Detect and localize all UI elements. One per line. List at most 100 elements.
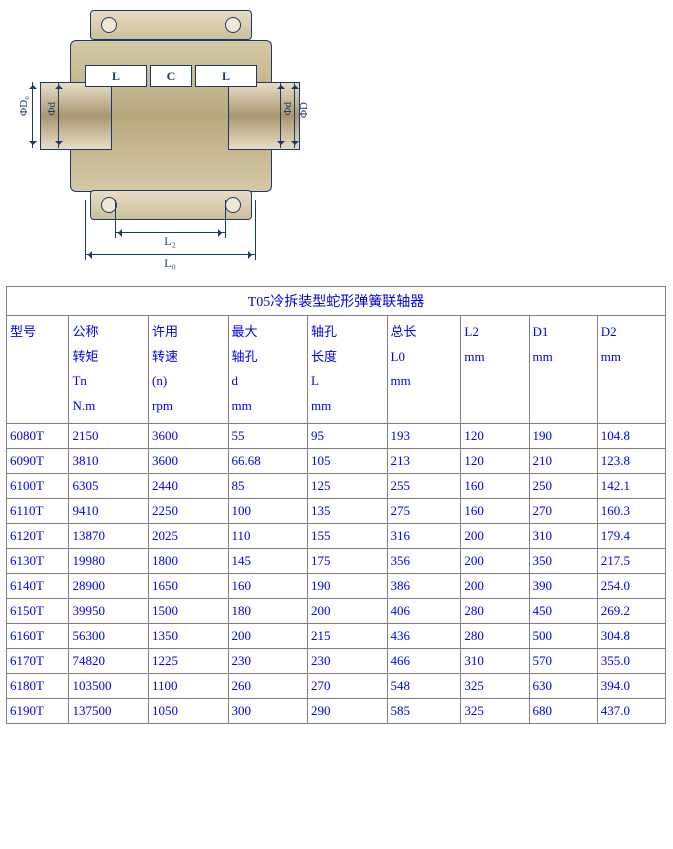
col-L2: L2mm [461, 316, 529, 424]
table-cell: 310 [529, 523, 597, 548]
table-cell: 105 [308, 448, 388, 473]
col-model: 型号 [7, 316, 69, 424]
table-cell: 2250 [149, 498, 229, 523]
table-cell: 325 [461, 673, 529, 698]
table-cell: 230 [228, 648, 308, 673]
table-row: 6140T289001650160190386200390254.0 [7, 573, 666, 598]
table-cell: 160 [461, 473, 529, 498]
table-cell: 200 [461, 548, 529, 573]
table-cell: 1050 [149, 698, 229, 723]
table-cell: 3600 [149, 448, 229, 473]
table-cell: 66.68 [228, 448, 308, 473]
table-cell: 270 [308, 673, 388, 698]
table-cell: 304.8 [597, 623, 665, 648]
table-cell: 6110T [7, 498, 69, 523]
table-cell: 200 [461, 573, 529, 598]
table-cell: 110 [228, 523, 308, 548]
table-cell: 406 [387, 598, 461, 623]
table-cell: 350 [529, 548, 597, 573]
col-L: 轴孔长度Lmm [308, 316, 388, 424]
table-cell: 190 [529, 423, 597, 448]
table-cell: 310 [461, 648, 529, 673]
table-cell: 255 [387, 473, 461, 498]
table-cell: 386 [387, 573, 461, 598]
table-cell: 269.2 [597, 598, 665, 623]
table-cell: 1650 [149, 573, 229, 598]
table-cell: 175 [308, 548, 388, 573]
table-cell: 213 [387, 448, 461, 473]
table-cell: 6180T [7, 673, 69, 698]
dim-label-d-right: Φd [282, 102, 294, 116]
col-d: 最大轴孔dmm [228, 316, 308, 424]
table-cell: 6190T [7, 698, 69, 723]
table-cell: 193 [387, 423, 461, 448]
table-cell: 300 [228, 698, 308, 723]
col-D1: D1mm [529, 316, 597, 424]
dim-label-D0: ΦD₀ [18, 96, 30, 116]
table-cell: 135 [308, 498, 388, 523]
table-cell: 325 [461, 698, 529, 723]
table-row: 6190T1375001050300290585325680437.0 [7, 698, 666, 723]
dim-label: L [196, 66, 256, 86]
table-row: 6180T1035001100260270548325630394.0 [7, 673, 666, 698]
table-cell: 390 [529, 573, 597, 598]
table-cell: 9410 [69, 498, 149, 523]
table-cell: 6100T [7, 473, 69, 498]
table-row: 6100T6305244085125255160250142.1 [7, 473, 666, 498]
table-row: 6160T563001350200215436280500304.8 [7, 623, 666, 648]
table-title: T05冷拆装型蛇形弹簧联轴器 [7, 287, 666, 316]
table-cell: 450 [529, 598, 597, 623]
table-cell: 74820 [69, 648, 149, 673]
table-cell: 6140T [7, 573, 69, 598]
table-cell: 254.0 [597, 573, 665, 598]
table-title-row: T05冷拆装型蛇形弹簧联轴器 [7, 287, 666, 316]
table-cell: 179.4 [597, 523, 665, 548]
table-cell: 680 [529, 698, 597, 723]
dim-L-left: L [85, 65, 147, 87]
dim-label-L2: L₂ [164, 234, 176, 249]
col-L0: 总长L0mm [387, 316, 461, 424]
shaft-right [228, 82, 300, 150]
table-cell: 13870 [69, 523, 149, 548]
col-D2: D2mm [597, 316, 665, 424]
table-cell: 120 [461, 448, 529, 473]
table-cell: 2440 [149, 473, 229, 498]
table-cell: 85 [228, 473, 308, 498]
table-cell: 215 [308, 623, 388, 648]
table-row: 6150T399501500180200406280450269.2 [7, 598, 666, 623]
dim-C: C [150, 65, 192, 87]
table-cell: 280 [461, 598, 529, 623]
table-cell: 6090T [7, 448, 69, 473]
table-cell: 466 [387, 648, 461, 673]
table-cell: 6150T [7, 598, 69, 623]
shaft-left [40, 82, 112, 150]
table-cell: 103500 [69, 673, 149, 698]
table-cell: 394.0 [597, 673, 665, 698]
table-cell: 155 [308, 523, 388, 548]
table-cell: 123.8 [597, 448, 665, 473]
dim-label-d-left: Φd [46, 102, 58, 116]
table-cell: 217.5 [597, 548, 665, 573]
table-cell: 6170T [7, 648, 69, 673]
mount-hole [101, 17, 117, 33]
diagram-canvas: L C L L₂ L₀ ΦD₀ Φd Φd ΦD [30, 10, 310, 270]
table-cell: 6305 [69, 473, 149, 498]
spec-table: T05冷拆装型蛇形弹簧联轴器 型号 公称转矩TnN.m 许用转速(n)rpm 最… [6, 286, 666, 724]
table-header-row: 型号 公称转矩TnN.m 许用转速(n)rpm 最大轴孔dmm 轴孔长度Lmm … [7, 316, 666, 424]
table-cell: 6160T [7, 623, 69, 648]
col-torque: 公称转矩TnN.m [69, 316, 149, 424]
coupling-diagram: L C L L₂ L₀ ΦD₀ Φd Φd ΦD [0, 0, 673, 280]
table-row: 6170T748201225230230466310570355.0 [7, 648, 666, 673]
table-cell: 39950 [69, 598, 149, 623]
table-cell: 120 [461, 423, 529, 448]
table-cell: 630 [529, 673, 597, 698]
table-cell: 260 [228, 673, 308, 698]
table-cell: 270 [529, 498, 597, 523]
table-cell: 200 [461, 523, 529, 548]
table-cell: 6080T [7, 423, 69, 448]
table-row: 6120T138702025110155316200310179.4 [7, 523, 666, 548]
col-speed: 许用转速(n)rpm [149, 316, 229, 424]
spec-table-container: T05冷拆装型蛇形弹簧联轴器 型号 公称转矩TnN.m 许用转速(n)rpm 最… [0, 280, 673, 730]
table-cell: 95 [308, 423, 388, 448]
table-cell: 280 [461, 623, 529, 648]
